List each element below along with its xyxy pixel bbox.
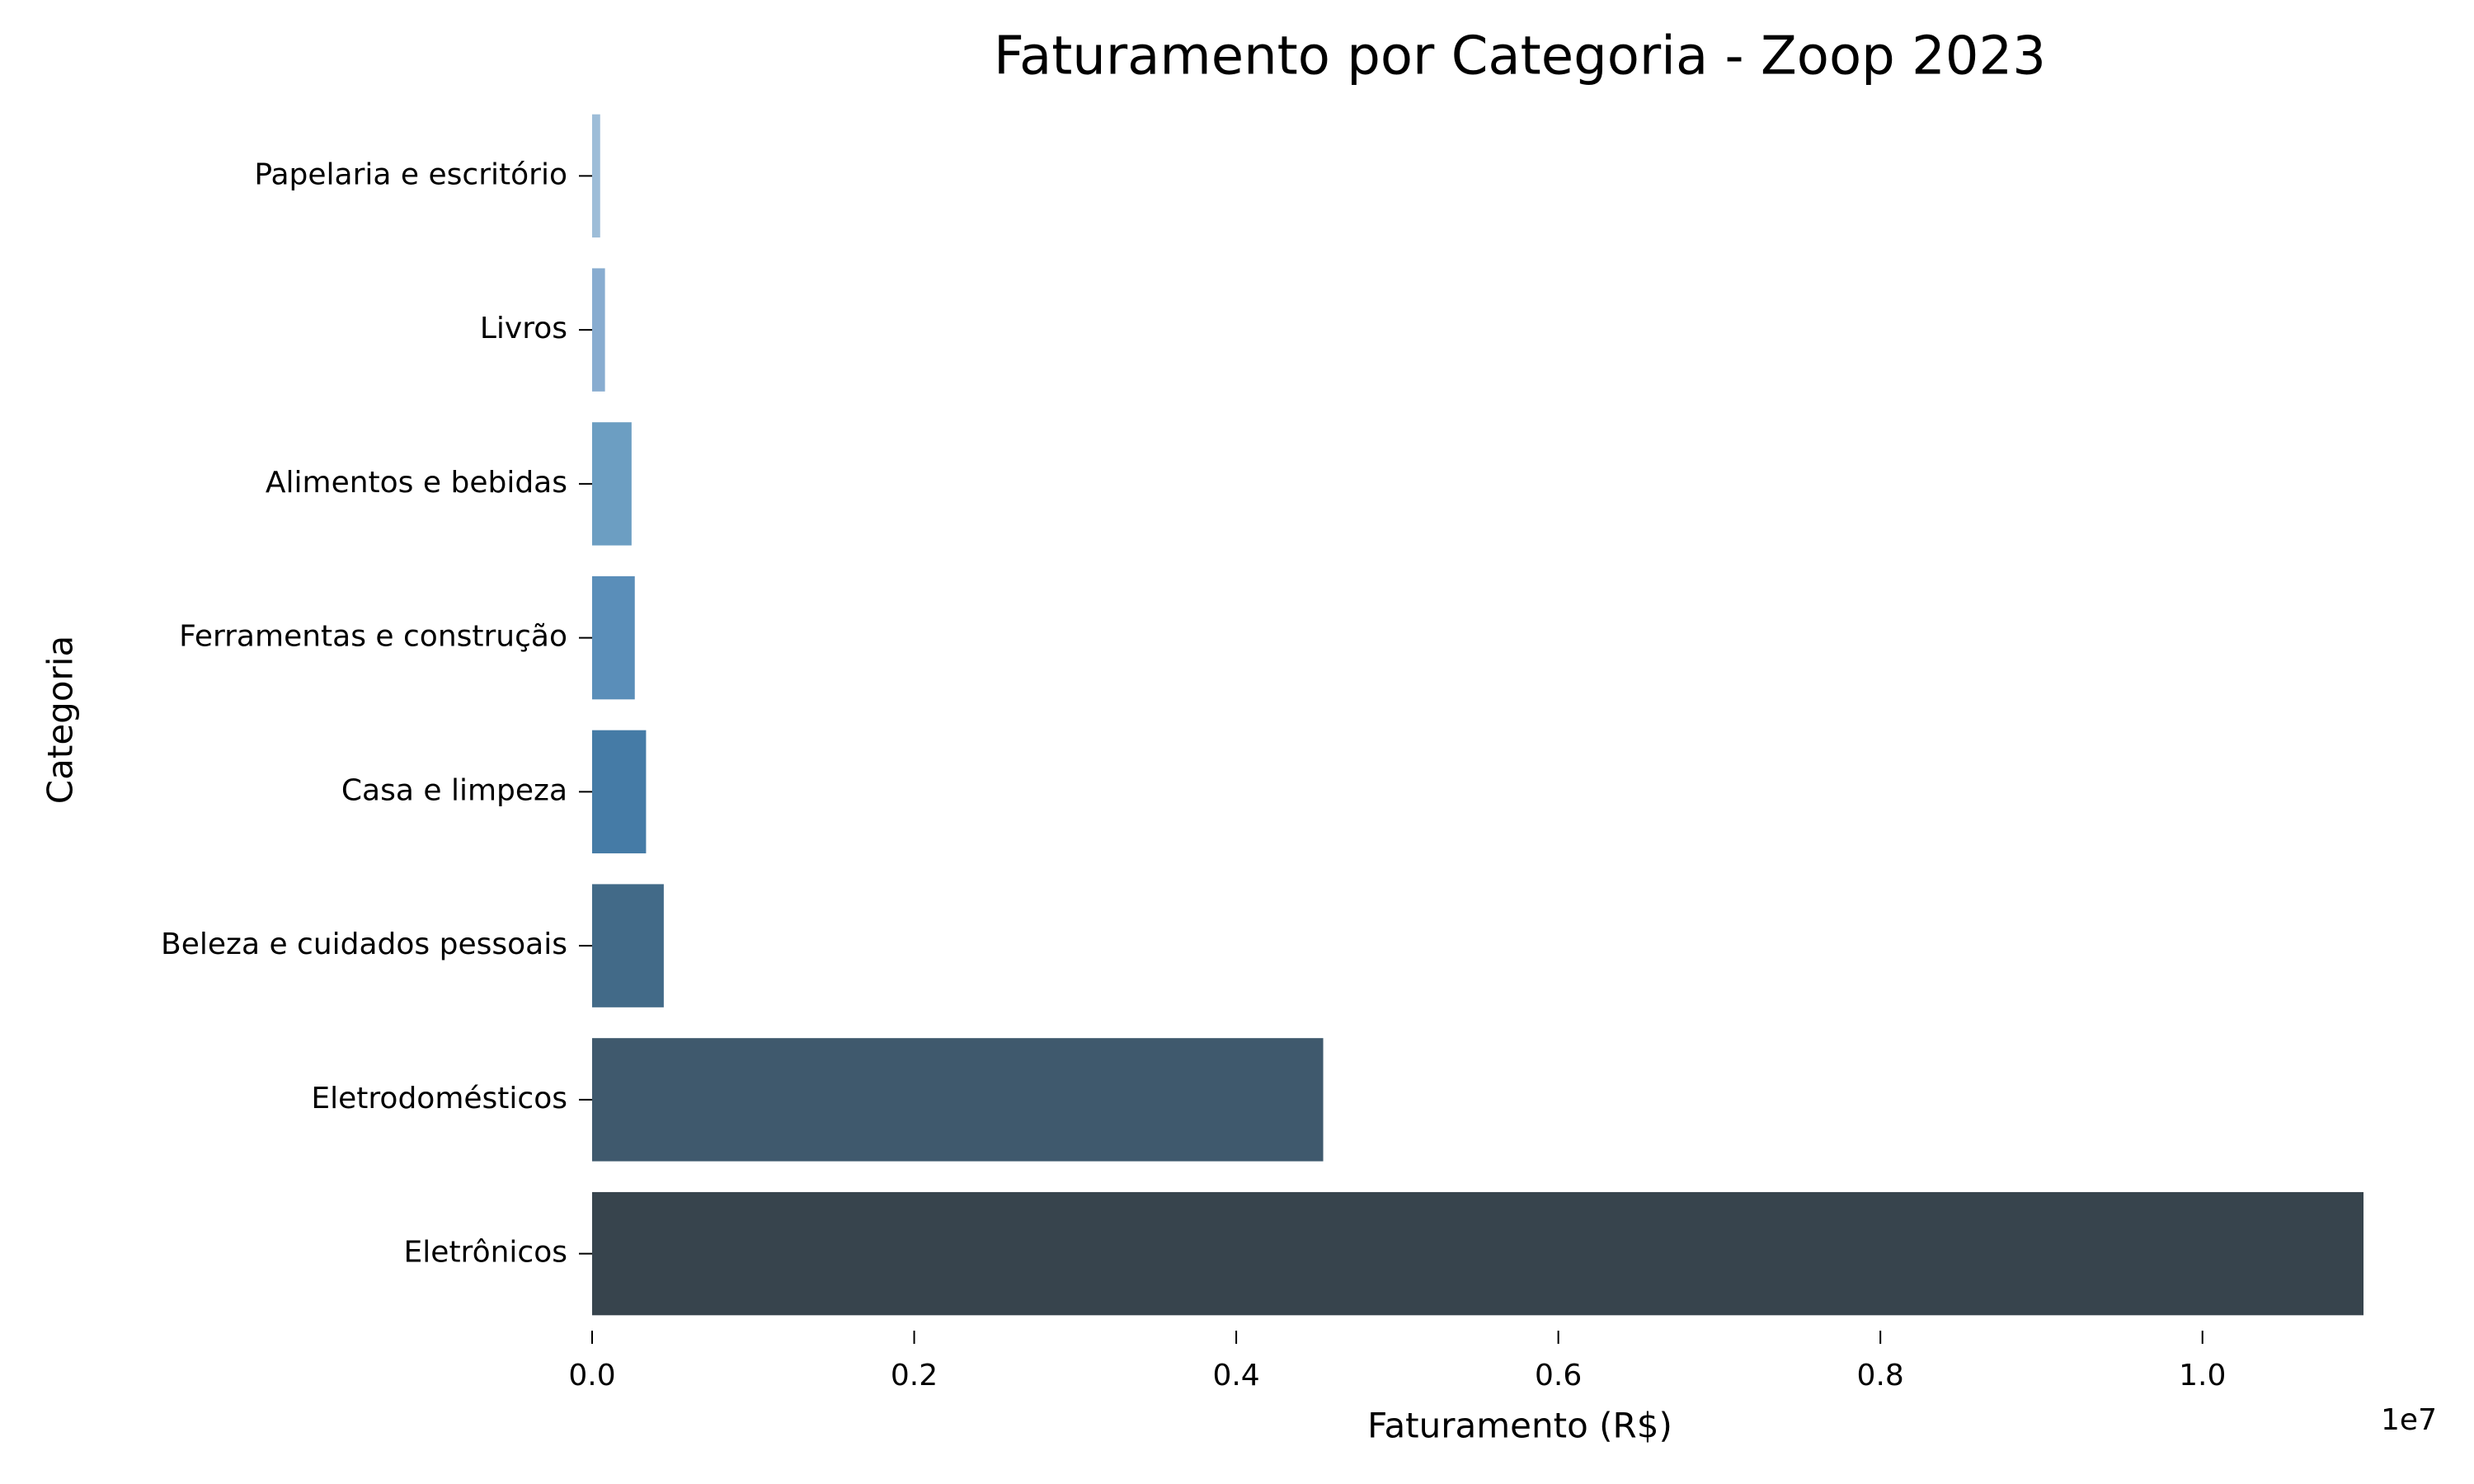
x-tick-label: 0.6 — [1535, 1359, 1582, 1392]
bar — [592, 114, 600, 238]
bar — [592, 422, 632, 546]
y-tick-label: Alimentos e bebidas — [266, 466, 567, 500]
y-tick-label: Papelaria e escritório — [254, 157, 567, 191]
y-axis-title: Categoria — [40, 636, 81, 804]
y-tick-label: Ferramentas e construção — [179, 620, 567, 654]
bar — [592, 884, 664, 1007]
y-axis-ticks: Papelaria e escritório Livros Alimentos e … — [161, 157, 592, 1270]
bar — [592, 575, 635, 700]
x-axis-offset-label: 1e7 — [2381, 1403, 2437, 1437]
x-axis-title: Faturamento (R$) — [1367, 1406, 1672, 1446]
bar — [592, 730, 647, 854]
x-tick-label: 1.0 — [2179, 1359, 2226, 1392]
y-tick-label: Beleza e cuidados pessoais — [161, 928, 567, 961]
bar — [592, 1191, 2363, 1316]
chart-title: Faturamento por Categoria - Zoop 2023 — [994, 26, 2046, 87]
y-tick-label: Eletrodomésticos — [311, 1082, 567, 1115]
x-tick-label: 0.2 — [891, 1359, 938, 1392]
x-tick-label: 0.0 — [568, 1359, 615, 1392]
bar — [592, 268, 605, 392]
bar — [592, 1038, 1324, 1162]
x-axis-ticks: 0.0 0.2 0.4 0.6 0.8 1.0 — [568, 1331, 2226, 1392]
y-tick-label: Eletrônicos — [404, 1236, 567, 1270]
x-tick-label: 0.4 — [1212, 1359, 1259, 1392]
bars-layer — [592, 114, 2363, 1316]
y-tick-label: Casa e limpeza — [341, 773, 567, 807]
y-tick-label: Livros — [480, 312, 567, 345]
x-tick-label: 0.8 — [1857, 1359, 1904, 1392]
